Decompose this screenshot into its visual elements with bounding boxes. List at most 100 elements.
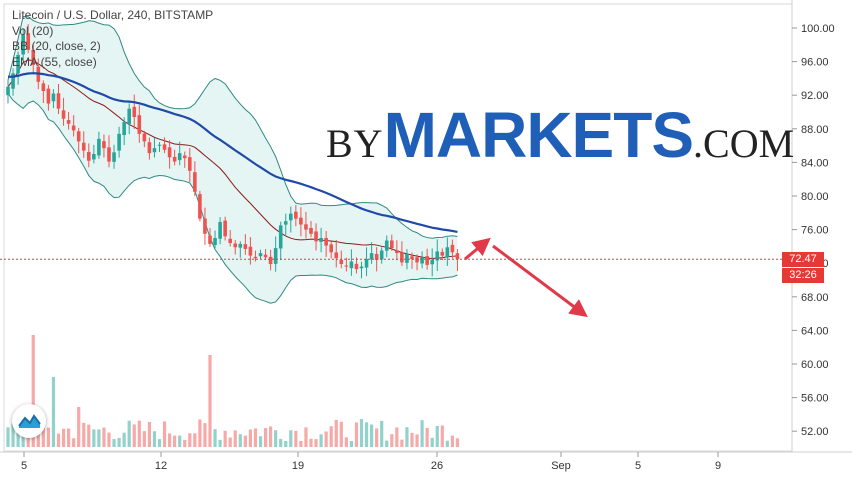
candle-body: [218, 222, 222, 239]
candle-body: [283, 221, 288, 225]
candle-body: [127, 108, 131, 124]
volume-bar: [415, 434, 419, 447]
candle-body: [41, 83, 46, 91]
candle-body: [193, 172, 197, 192]
volume-bar: [319, 434, 323, 447]
legend-bollinger: BB (20, close, 2): [12, 39, 101, 53]
candle-body: [445, 247, 450, 258]
bb-fill: [8, 16, 458, 304]
candle-body: [102, 141, 106, 149]
legend-volume: Vol (20): [12, 23, 54, 38]
candle-body: [11, 73, 15, 89]
volume-bar: [122, 432, 126, 447]
bollinger-bands: [7, 15, 458, 304]
volume-bar: [198, 419, 202, 447]
candle-body: [137, 115, 142, 134]
volume-bar: [183, 439, 187, 447]
watermark-logo: BY MARKETS .COM: [326, 98, 794, 172]
volume-bar: [218, 439, 222, 447]
bb-lower-band: [7, 93, 458, 304]
arrow-up: [464, 237, 491, 261]
forecast-arrows: [464, 237, 588, 318]
volume-bar: [284, 440, 288, 447]
volume-bar: [279, 438, 283, 447]
y-tick-label: 60.00: [801, 359, 829, 371]
volume-bar: [127, 420, 131, 447]
candle-body: [319, 238, 323, 242]
candle-body: [400, 252, 404, 263]
volume-bar: [400, 439, 404, 447]
volume-bar: [354, 422, 359, 447]
candle-body: [142, 133, 147, 142]
volume-bar: [425, 427, 429, 447]
countdown-label: 32:26: [782, 268, 824, 283]
y-tick-label: 64.00: [801, 325, 829, 337]
volume-bar: [324, 431, 328, 447]
candle-body: [117, 133, 121, 151]
volume-bar: [87, 424, 91, 447]
tradingview-icon[interactable]: [12, 404, 46, 438]
arrow-down: [492, 244, 588, 318]
y-tick-label: 92.00: [801, 90, 829, 102]
candle-body: [258, 253, 263, 257]
candle-body: [97, 138, 101, 156]
volume-bar: [420, 420, 424, 447]
candle-body: [228, 238, 232, 244]
volume-bar: [410, 432, 414, 447]
brand-com: .COM: [693, 121, 795, 166]
volume-bar: [208, 355, 212, 447]
candle-body: [152, 148, 157, 153]
candle-body: [177, 153, 182, 161]
volume-bar: [450, 435, 454, 447]
legend-ema: EMA (55, close): [12, 54, 97, 69]
volume-bar: [223, 430, 227, 447]
volume-bar: [102, 427, 106, 447]
candle-body: [243, 244, 248, 249]
volume-bar: [173, 435, 177, 447]
volume-bar: [97, 429, 101, 447]
volume-bar: [339, 421, 343, 447]
volume-bar: [193, 433, 197, 447]
candle-body: [364, 259, 369, 268]
candle-body: [213, 238, 217, 245]
x-tick-label: Sep: [551, 460, 571, 472]
candle-body: [112, 152, 116, 162]
volume-bar: [112, 439, 116, 447]
x-tick-label: 5: [635, 460, 641, 472]
candle-body: [349, 261, 354, 269]
candle-body: [339, 259, 344, 265]
candle-body: [278, 225, 283, 249]
volume-bar: [364, 422, 369, 447]
candle-body: [81, 142, 86, 151]
volume-bar: [243, 435, 247, 447]
x-tick-label: 19: [292, 460, 304, 472]
volume-bar: [228, 437, 232, 447]
volume-bar: [289, 430, 293, 447]
ema-55-line: [7, 72, 458, 233]
candle-body: [238, 243, 243, 248]
brand-by: BY: [326, 121, 384, 166]
candle-body: [233, 243, 238, 248]
x-axis: 5 12 19 26 Sep 5 9: [21, 452, 721, 472]
volume-bar: [390, 434, 394, 447]
volume-bar: [263, 428, 268, 447]
volume-bar: [238, 434, 242, 447]
volume-bar: [375, 428, 379, 447]
volume-bar: [440, 425, 444, 447]
volume-bar: [11, 423, 15, 447]
volume-bar: [329, 426, 333, 447]
candle-body: [430, 259, 434, 265]
candle-body: [450, 244, 455, 253]
volume-bar: [82, 422, 86, 447]
volume-bar: [359, 419, 364, 447]
y-tick-label: 52.00: [801, 426, 829, 438]
volume-bar: [349, 440, 353, 447]
y-tick-label: 100.00: [801, 23, 835, 35]
volume-bar: [46, 427, 50, 447]
candle-body: [354, 263, 359, 270]
candle-body: [92, 154, 96, 160]
volume-bar: [178, 435, 182, 447]
candle-body: [369, 253, 374, 260]
volume-bar: [253, 428, 258, 447]
